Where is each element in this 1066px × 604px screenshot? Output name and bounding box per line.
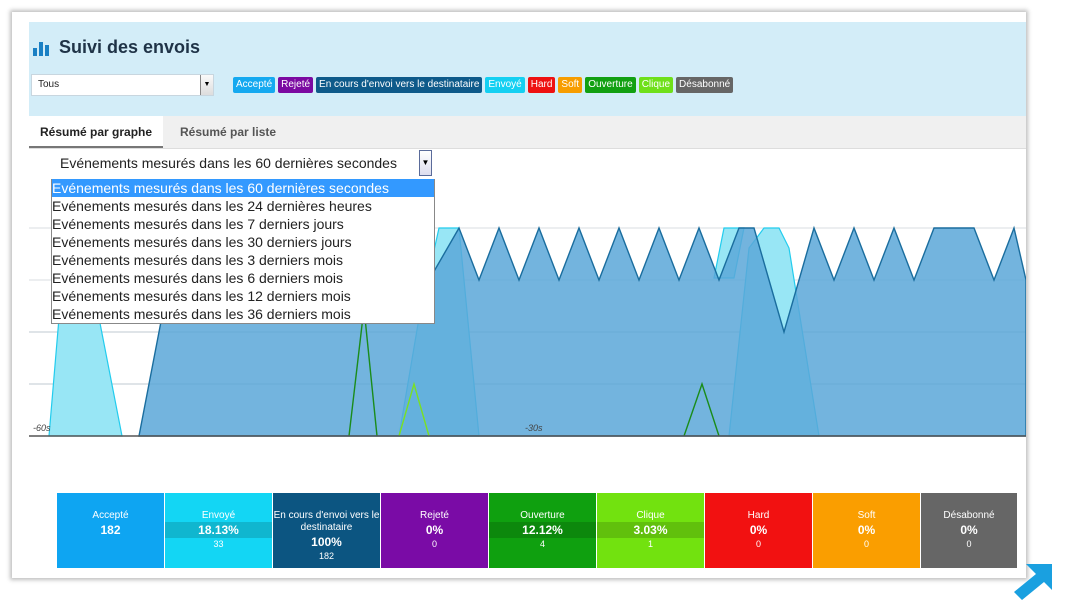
series-ouverture-line — [683, 381, 720, 437]
badge-clique[interactable]: Clique — [638, 77, 674, 93]
card-accepte[interactable]: Accepté 182 — [57, 493, 164, 568]
period-option[interactable]: Evénements mesurés dans les 30 derniers … — [52, 234, 352, 250]
card-count: 0 — [863, 539, 869, 549]
bar-chart-icon — [33, 42, 49, 56]
tab-resume-graphe[interactable]: Résumé par graphe — [29, 116, 164, 148]
badge-en-cours[interactable]: En cours d'envoi vers le destinataire — [316, 77, 483, 93]
card-label: Clique — [636, 510, 665, 521]
card-percent: 100% — [311, 535, 342, 549]
card-label: Soft — [857, 510, 876, 521]
header-panel: Suivi des envois Tous ▼ Accepté Rejeté E… — [29, 22, 1026, 116]
card-label: Désabonné — [943, 510, 995, 521]
card-envoye[interactable]: Envoyé 18.13% 33 — [165, 493, 272, 568]
period-option[interactable]: Evénements mesurés dans les 7 derniers j… — [52, 216, 344, 232]
badge-hard[interactable]: Hard — [527, 77, 556, 93]
card-percent: 12.12% — [489, 522, 596, 538]
period-option[interactable]: Evénements mesurés dans les 24 dernières… — [52, 198, 372, 214]
card-count: 4 — [539, 539, 545, 549]
badge-soft[interactable]: Soft — [558, 77, 583, 93]
card-label: Rejeté — [420, 510, 449, 521]
period-select[interactable]: Evénements mesurés dans les 60 dernières… — [60, 155, 397, 171]
card-count: 0 — [755, 539, 761, 549]
card-label: Hard — [747, 510, 770, 521]
card-label: Accepté — [92, 510, 129, 521]
card-label: Envoyé — [201, 510, 236, 521]
card-ouverture[interactable]: Ouverture 12.12% 4 — [489, 493, 596, 568]
badge-rejete[interactable]: Rejeté — [278, 77, 314, 93]
card-count: 1 — [647, 539, 653, 549]
card-percent: 3.03% — [597, 522, 704, 538]
app-window: Suivi des envois Tous ▼ Accepté Rejeté E… — [12, 12, 1026, 578]
tab-resume-liste[interactable]: Résumé par liste — [180, 125, 277, 139]
card-percent: 0% — [857, 523, 876, 537]
expand-arrow-icon[interactable] — [1012, 560, 1056, 600]
series-envoye-area — [48, 317, 123, 437]
page-title: Suivi des envois — [59, 37, 201, 57]
series-clique-line — [398, 381, 430, 437]
period-dropdown-list: Evénements mesurés dans les 60 dernières… — [51, 179, 435, 324]
period-option[interactable]: Evénements mesurés dans les 36 derniers … — [52, 306, 351, 322]
filter-select[interactable]: Tous ▼ — [31, 74, 214, 96]
card-desabonne[interactable]: Désabonné 0% 0 — [921, 493, 1017, 568]
card-clique[interactable]: Clique 3.03% 1 — [597, 493, 704, 568]
badge-ouverture[interactable]: Ouverture — [585, 77, 636, 93]
period-option[interactable]: Evénements mesurés dans les 6 derniers m… — [52, 270, 344, 286]
card-value: 182 — [100, 523, 121, 537]
card-count: 33 — [213, 539, 224, 549]
x-tick-label: -60s — [33, 423, 51, 433]
card-percent: 0% — [749, 523, 768, 537]
card-en-cours[interactable]: En cours d'envoi vers le destinataire 10… — [273, 493, 380, 568]
badge-accepte[interactable]: Accepté — [233, 77, 276, 93]
badge-envoye[interactable]: Envoyé — [485, 77, 525, 93]
summary-cards: Accepté 182 Envoyé 18.13% 33 En cours d'… — [57, 493, 1018, 568]
card-percent: 0% — [960, 523, 978, 537]
card-percent: 18.13% — [165, 522, 272, 538]
x-tick-label: -30s — [525, 423, 543, 433]
badge-desabonne[interactable]: Désabonné — [676, 77, 734, 93]
card-count: 0 — [431, 539, 437, 549]
card-count: 182 — [318, 551, 335, 561]
filter-select-value: Tous — [38, 79, 60, 90]
period-option[interactable]: Evénements mesurés dans les 60 dernières… — [52, 179, 434, 197]
chevron-down-icon[interactable]: ▼ — [200, 75, 213, 95]
card-hard[interactable]: Hard 0% 0 — [705, 493, 812, 568]
card-percent: 0% — [425, 523, 444, 537]
legend-badges: Accepté Rejeté En cours d'envoi vers le … — [233, 77, 734, 93]
card-rejete[interactable]: Rejeté 0% 0 — [381, 493, 488, 568]
card-label: Ouverture — [520, 510, 565, 521]
card-soft[interactable]: Soft 0% 0 — [813, 493, 920, 568]
card-count: 0 — [966, 539, 972, 549]
card-label: En cours d'envoi vers le destinataire — [273, 510, 380, 533]
period-option[interactable]: Evénements mesurés dans les 3 derniers m… — [52, 252, 344, 268]
tab-bar: Résumé par graphe Résumé par liste — [29, 116, 1026, 149]
chevron-down-icon[interactable]: ▼ — [419, 150, 432, 176]
period-option[interactable]: Evénements mesurés dans les 12 derniers … — [52, 288, 351, 304]
